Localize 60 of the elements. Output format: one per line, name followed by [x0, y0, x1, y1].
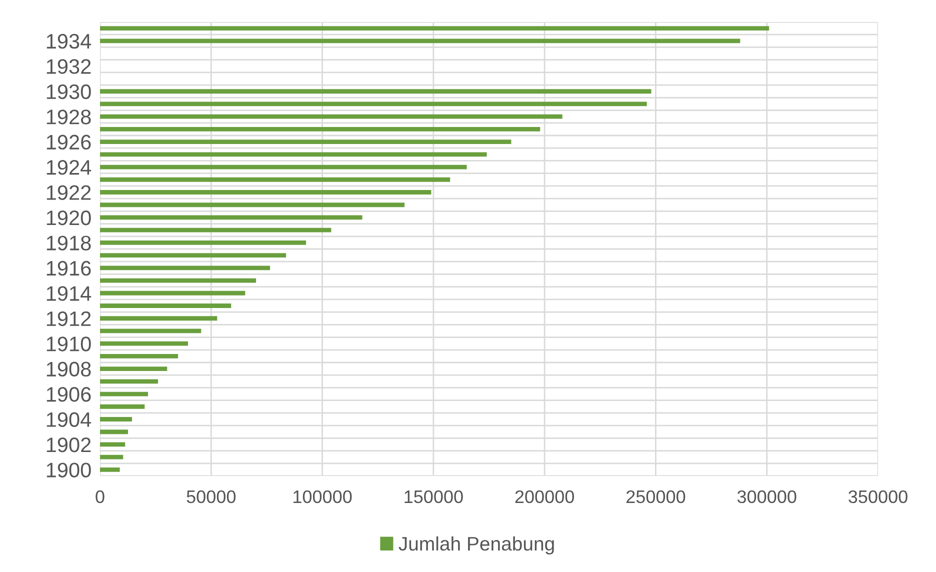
bar [100, 177, 450, 182]
bar [100, 467, 120, 472]
bar [100, 152, 487, 157]
y-tick-label: 1906 [46, 387, 91, 402]
x-tick-label: 0 [96, 490, 104, 504]
bar [100, 26, 770, 31]
y-tick-label: 1930 [46, 84, 91, 100]
bar [100, 354, 178, 358]
bar [100, 379, 158, 384]
bar [100, 114, 562, 119]
y-tick-label: 1922 [46, 185, 91, 200]
bar [100, 454, 124, 460]
bar [100, 202, 405, 208]
bar [100, 266, 270, 270]
x-tick-label: 100000 [294, 490, 352, 504]
bar [100, 190, 432, 194]
y-tick-label: 1928 [46, 110, 91, 124]
bar [100, 278, 256, 283]
bar [100, 89, 652, 94]
bar [100, 417, 132, 422]
bar [100, 240, 306, 245]
bar [100, 38, 740, 44]
bar [100, 328, 202, 334]
bar [100, 430, 128, 434]
y-tick-label: 1904 [46, 412, 92, 428]
bar [100, 404, 145, 409]
y-tick-label: 1916 [46, 260, 91, 276]
x-tick-label: 250000 [626, 490, 686, 504]
y-tick-label: 1926 [46, 134, 91, 150]
x-tick-label: 350000 [848, 490, 908, 504]
bar [100, 215, 362, 220]
x-tick-label: 300000 [737, 490, 796, 504]
y-tick-label: 1900 [46, 462, 91, 478]
bar [100, 366, 168, 372]
y-tick-label: 1912 [46, 311, 91, 326]
x-tick-label: 200000 [515, 490, 574, 504]
bar [100, 126, 540, 132]
bar [100, 316, 218, 321]
x-tick-label: 50000 [186, 490, 236, 504]
y-tick-label: 1934 [46, 34, 92, 49]
bar [100, 140, 512, 144]
y-tick-label: 1932 [46, 59, 91, 74]
y-tick-label: 1908 [46, 362, 91, 377]
y-tick-label: 1920 [46, 210, 91, 226]
y-tick-label: 1924 [46, 160, 92, 175]
x-tick-label: 150000 [404, 490, 463, 504]
y-tick-label: 1902 [46, 437, 91, 452]
bar [100, 228, 332, 232]
bar [100, 392, 148, 396]
bar [100, 442, 126, 447]
y-tick-label: 1914 [46, 286, 92, 301]
y-tick-label: 1910 [46, 336, 91, 352]
bar [100, 102, 647, 106]
bar [100, 253, 286, 258]
bar [100, 341, 188, 346]
bar [100, 304, 232, 308]
legend-label: Jumlah Penabung [398, 536, 554, 554]
bar [100, 290, 246, 296]
y-tick-label: 1918 [46, 236, 91, 250]
bar [100, 164, 467, 170]
